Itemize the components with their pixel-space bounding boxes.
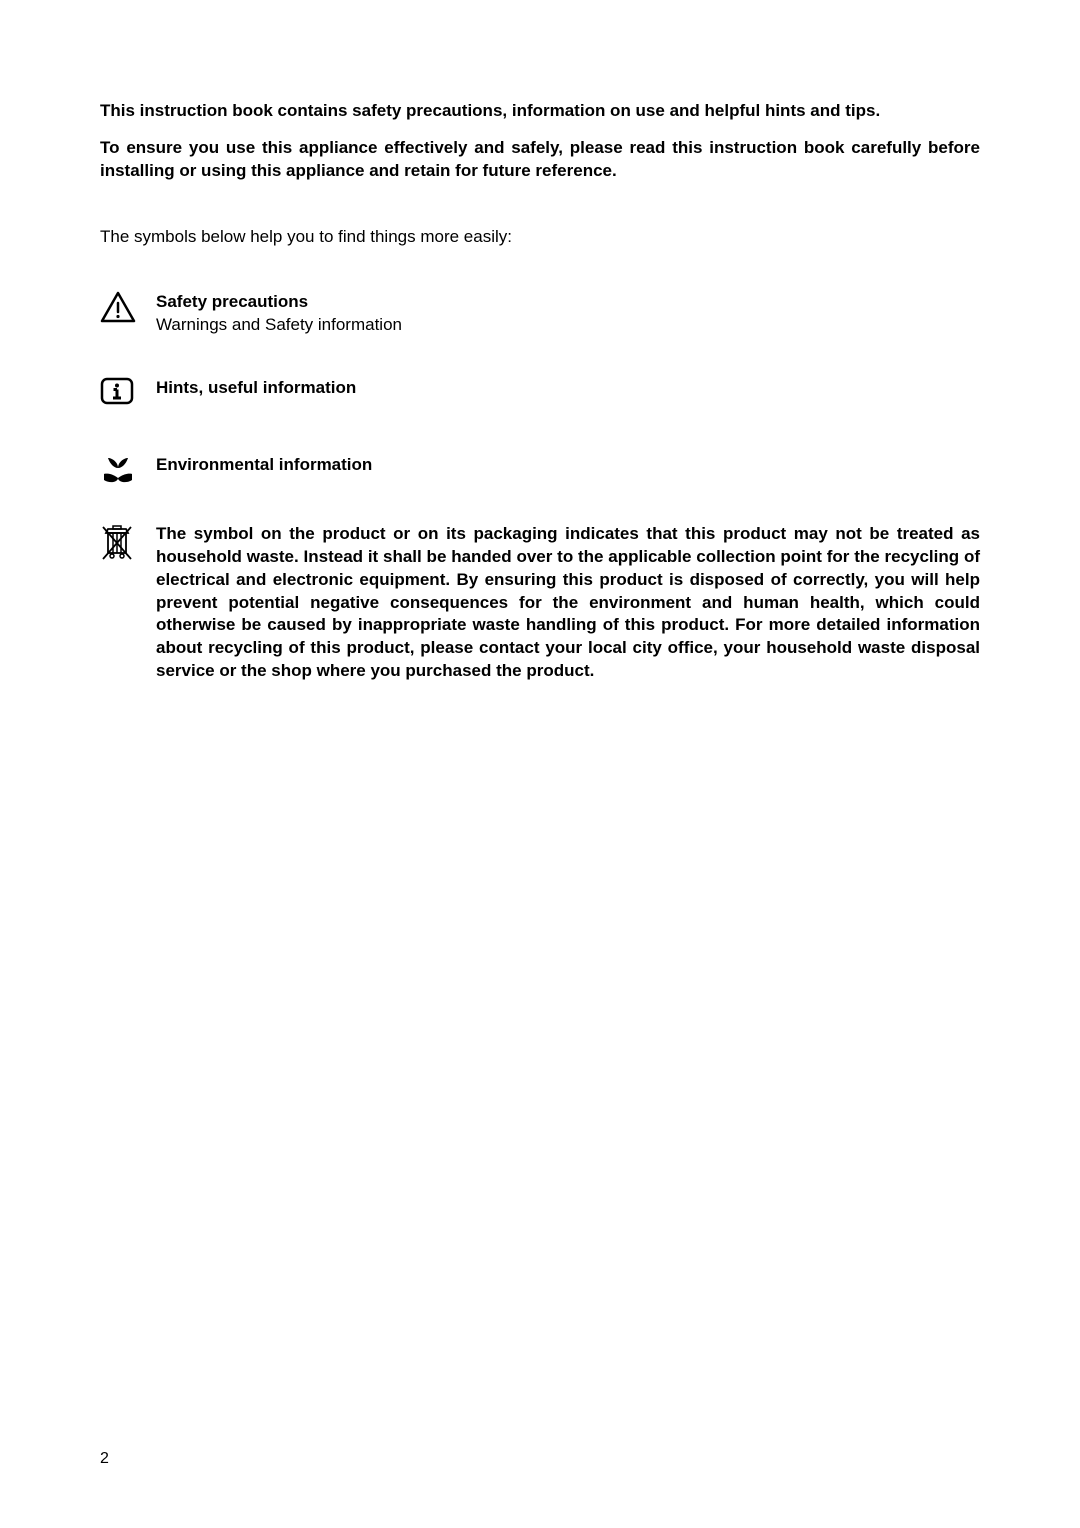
warning-triangle-icon bbox=[100, 291, 140, 328]
info-box-icon bbox=[100, 377, 140, 410]
recycle-paragraph: The symbol on the product or on its pack… bbox=[156, 524, 980, 681]
crossed-bin-icon bbox=[100, 523, 140, 566]
plant-hands-icon bbox=[100, 454, 140, 491]
hints-row: Hints, useful information bbox=[100, 373, 980, 410]
safety-text: Safety precautions Warnings and Safety i… bbox=[156, 291, 980, 337]
symbols-intro-text: The symbols below help you to find thing… bbox=[100, 227, 980, 247]
page-number: 2 bbox=[100, 1450, 109, 1468]
safety-desc: Warnings and Safety information bbox=[156, 314, 980, 337]
recycle-text: The symbol on the product or on its pack… bbox=[156, 523, 980, 684]
hints-title: Hints, useful information bbox=[156, 377, 980, 400]
environmental-title: Environmental information bbox=[156, 454, 980, 477]
intro-paragraph-1: This instruction book contains safety pr… bbox=[100, 100, 980, 123]
environmental-row: Environmental information bbox=[100, 446, 980, 491]
safety-title: Safety precautions bbox=[156, 291, 980, 314]
document-page: This instruction book contains safety pr… bbox=[0, 0, 1080, 683]
intro-paragraph-2: To ensure you use this appliance effecti… bbox=[100, 137, 980, 183]
recycle-row: The symbol on the product or on its pack… bbox=[100, 523, 980, 684]
environmental-text: Environmental information bbox=[156, 454, 980, 477]
hints-text: Hints, useful information bbox=[156, 377, 980, 400]
safety-row: Safety precautions Warnings and Safety i… bbox=[100, 291, 980, 337]
